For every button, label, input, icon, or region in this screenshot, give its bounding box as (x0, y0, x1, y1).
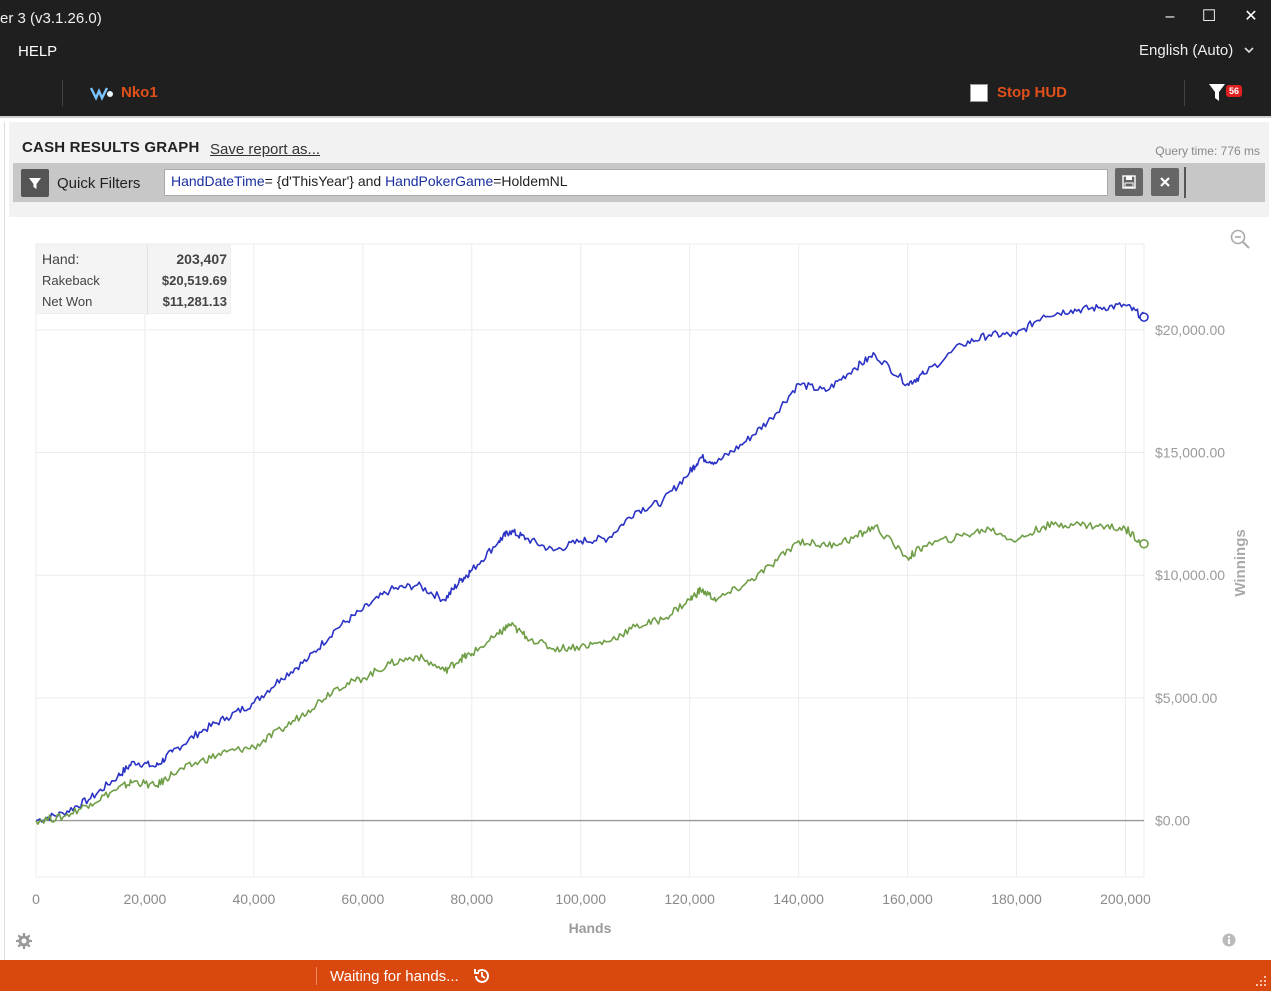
plot-background (35, 243, 1145, 878)
filter-funnel-icon (29, 178, 41, 189)
y-tick-label: $0.00 (1155, 813, 1190, 829)
filter-field-value: = {d'ThisYear'} and (264, 173, 386, 189)
report-header: CASH RESULTS GRAPH Save report as... Que… (9, 122, 1269, 217)
series-line-rakeback (35, 302, 1145, 823)
report-panel: CASH RESULTS GRAPH Save report as... Que… (4, 122, 1269, 960)
player-nickname[interactable]: Nko1 (121, 84, 158, 101)
quick-filters-label: Quick Filters (57, 175, 141, 192)
y-tick-label: $20,000.00 (1155, 322, 1225, 338)
tooltip-label: Net Won (42, 294, 93, 309)
save-report-link[interactable]: Save report as... (210, 141, 321, 158)
x-tick-label: 0 (32, 891, 40, 907)
x-tick-label: 100,000 (555, 891, 606, 907)
x-tick-label: 200,000 (1100, 891, 1151, 907)
menu-help[interactable]: HELP (18, 43, 58, 60)
tooltip-row: Hand: 203,407 (37, 248, 232, 270)
tooltip-label: Rakeback (42, 273, 100, 288)
tooltip-divider (147, 245, 148, 315)
minimize-icon[interactable]: ‒ (1165, 8, 1175, 25)
quick-filter-bar: Quick Filters HandDateTime= {d'ThisYear'… (13, 163, 1265, 202)
tooltip-row: Rakeback $20,519.69 (37, 270, 232, 292)
x-tick-label: 40,000 (232, 891, 275, 907)
filter-field-name: HandPokerGame (385, 173, 494, 189)
tooltip-value: $11,281.13 (162, 294, 227, 309)
filter-count-badge: 56 (1226, 85, 1243, 97)
filter-field-name: HandDateTime (171, 173, 265, 189)
x-tick-label: 140,000 (773, 891, 824, 907)
info-icon[interactable] (1222, 933, 1236, 947)
language-label: English (Auto) (1139, 42, 1234, 59)
floppy-disk-icon (1122, 175, 1136, 189)
series-end-marker (1139, 538, 1149, 549)
stop-hud-checkbox[interactable] (970, 84, 988, 102)
x-tick-label: 20,000 (124, 891, 167, 907)
hover-tooltip: Hand: 203,407 Rakeback $20,519.69 Net Wo… (36, 244, 232, 315)
site-logo-icon (90, 87, 113, 101)
maximize-icon[interactable]: ☐ (1201, 8, 1217, 25)
stop-hud-label[interactable]: Stop HUD (997, 84, 1067, 101)
filter-funnel-icon[interactable] (1208, 83, 1226, 103)
x-tick-label: 120,000 (664, 891, 715, 907)
status-message: Waiting for hands... (330, 968, 459, 985)
status-divider (316, 967, 317, 985)
history-icon[interactable] (472, 966, 492, 986)
language-selector[interactable]: English (Auto) (1139, 42, 1255, 59)
gear-icon[interactable] (15, 932, 33, 950)
window-title: er 3 (v3.1.26.0) (0, 10, 102, 27)
report-title: CASH RESULTS GRAPH (22, 139, 200, 156)
zoom-out-icon[interactable] (1229, 228, 1251, 250)
toolbar-divider (1184, 80, 1185, 106)
y-tick-label: $5,000.00 (1155, 690, 1217, 706)
close-icon[interactable]: ✕ (1244, 8, 1258, 25)
x-tick-label: 160,000 (882, 891, 933, 907)
tooltip-label: Hand: (42, 251, 80, 267)
y-tick-label: $10,000.00 (1155, 567, 1225, 583)
y-tick-label: $15,000.00 (1155, 445, 1225, 461)
y-axis-title: Winnings (1232, 529, 1249, 596)
filter-bar-divider (1184, 167, 1186, 198)
quick-filter-toggle[interactable] (21, 169, 49, 197)
close-icon (1160, 177, 1170, 187)
tooltip-value: 203,407 (176, 251, 227, 267)
tooltip-value: $20,519.69 (161, 273, 227, 288)
filter-field-value: =HoldemNL (493, 173, 568, 189)
series-line-net-won (35, 520, 1145, 826)
resize-grip-icon[interactable] (1254, 974, 1268, 988)
clear-filter-button[interactable] (1151, 168, 1179, 196)
filter-expression-input[interactable]: HandDateTime= {d'ThisYear'} and HandPoke… (164, 169, 1108, 196)
chevron-down-icon (1244, 47, 1254, 54)
query-time: Query time: 776 ms (1155, 144, 1260, 158)
tooltip-row: Net Won $11,281.13 (37, 291, 232, 313)
toolbar-divider (62, 80, 63, 106)
save-filter-button[interactable] (1115, 168, 1143, 196)
results-chart-svg[interactable]: 0 20,000 40,000 60,000 80,000 100,000 120,000 1… (5, 222, 1269, 960)
x-tick-label: 80,000 (450, 891, 493, 907)
title-bar: er 3 (v3.1.26.0) ‒ ☐ ✕ (0, 0, 1271, 36)
status-bar: Waiting for hands... (0, 960, 1271, 991)
x-tick-label: 60,000 (341, 891, 384, 907)
series-end-marker (1139, 312, 1149, 322)
x-tick-label: 180,000 (991, 891, 1042, 907)
results-graph: 0 20,000 40,000 60,000 80,000 100,000 120,000 1… (5, 222, 1269, 960)
menu-bar: HELP English (Auto) (0, 36, 1271, 68)
x-axis-title: Hands (569, 920, 612, 936)
main-toolbar: Nko1 Stop HUD 56 (0, 68, 1271, 118)
